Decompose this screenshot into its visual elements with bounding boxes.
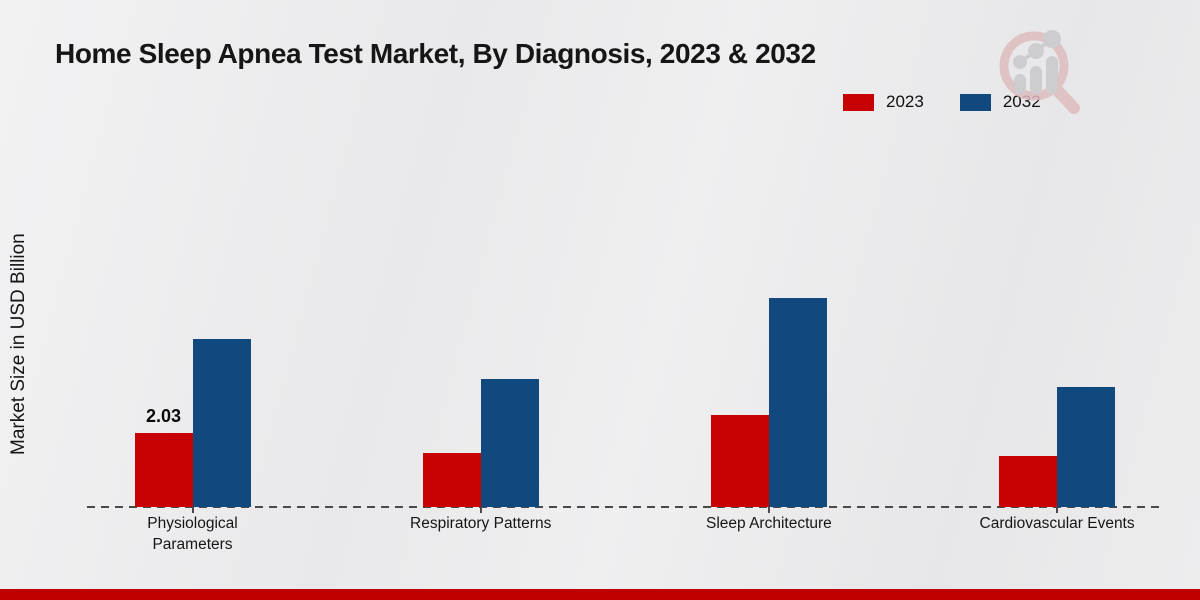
footer-accent-bar [0, 589, 1200, 600]
x-axis-baseline [87, 506, 1163, 508]
category-label: Sleep Architecture [705, 515, 832, 532]
category-label: Physiological Parameters [147, 515, 238, 553]
legend-label-2023: 2023 [886, 92, 924, 111]
bar-2023-1 [134, 433, 193, 507]
chart-title: Home Sleep Apnea Test Market, By Diagnos… [55, 38, 816, 69]
legend-swatch-2023-icon [843, 93, 874, 111]
bar-2023-4 [999, 456, 1058, 507]
bar-2023-3 [710, 415, 769, 507]
bar-2032-2 [480, 379, 539, 507]
x-axis-tick [767, 507, 770, 513]
bar-value-label: 2.03 [145, 406, 182, 426]
bar-2032-3 [768, 298, 827, 507]
bar-2023-2 [422, 453, 481, 507]
category-label: Cardiovascular Events [979, 515, 1135, 532]
bar-2032-4 [1057, 387, 1116, 507]
x-axis-tick [479, 507, 482, 513]
bar-2032-1 [192, 339, 251, 507]
magnifier-bar-chart-logo-icon [999, 30, 1080, 114]
x-axis-tick [191, 507, 194, 513]
legend-item-2023: 2023 [843, 92, 924, 112]
category-label: Respiratory Patterns [410, 515, 552, 532]
legend-swatch-2032-icon [959, 93, 991, 111]
x-axis-tick [1056, 507, 1059, 513]
